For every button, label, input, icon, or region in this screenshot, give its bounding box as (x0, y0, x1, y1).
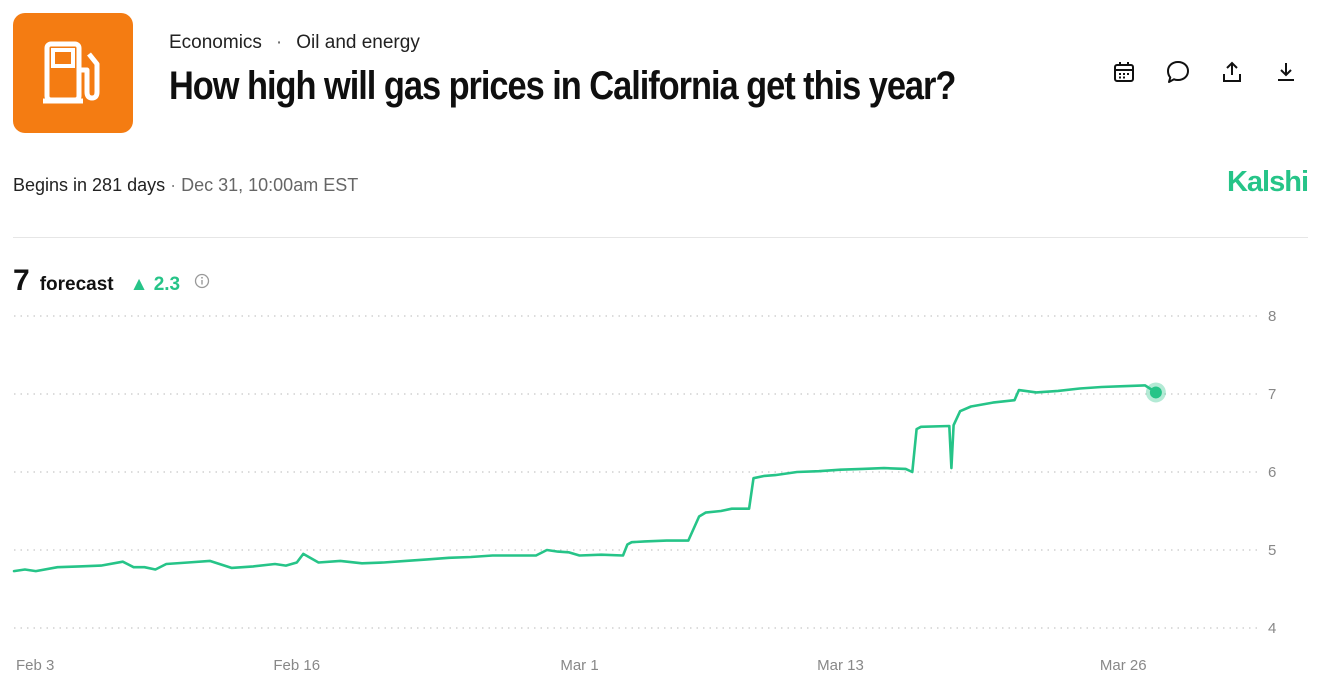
forecast-summary: 7 forecast ▲ 2.3 (13, 264, 210, 298)
forecast-change: ▲ 2.3 (129, 274, 181, 295)
series-line (12, 384, 1158, 573)
x-tick-label: Mar 13 (817, 657, 864, 674)
schedule-date: Dec 31, 10:00am EST (181, 175, 359, 195)
download-icon (1278, 63, 1294, 81)
forecast-value: 7 (13, 264, 30, 297)
share-button[interactable] (1218, 58, 1246, 86)
breadcrumb-separator: · (275, 32, 283, 53)
x-tick-label: Feb 16 (273, 657, 320, 674)
y-tick-label: 8 (1268, 308, 1276, 325)
comment-icon (1167, 61, 1189, 83)
y-tick-label: 6 (1268, 464, 1276, 481)
x-tick-label: Feb 3 (16, 657, 54, 674)
comment-button[interactable] (1164, 58, 1192, 86)
breadcrumb-category[interactable]: Economics (169, 32, 262, 53)
calendar-icon (1114, 62, 1134, 82)
page-title: How high will gas prices in California g… (169, 64, 956, 108)
forecast-label: forecast (39, 274, 114, 295)
breadcrumb: Economics · Oil and energy (169, 32, 420, 54)
y-tick-label: 7 (1268, 386, 1276, 403)
calendar-button[interactable] (1110, 58, 1138, 86)
y-tick-label: 5 (1268, 542, 1276, 559)
schedule-info: Begins in 281 days · Dec 31, 10:00am EST (13, 175, 358, 196)
current-point (1149, 386, 1162, 399)
info-icon[interactable] (194, 273, 210, 289)
share-icon (1223, 61, 1241, 82)
breadcrumb-subcategory[interactable]: Oil and energy (296, 32, 420, 53)
action-toolbar (1110, 58, 1300, 86)
schedule-dot: · (170, 175, 177, 195)
begins-text: Begins in 281 days (13, 175, 166, 195)
y-tick-label: 4 (1268, 620, 1276, 637)
x-tick-label: Mar 1 (560, 657, 598, 674)
gas-pump-logo (13, 13, 133, 133)
brand-logo[interactable]: Kalshi (1226, 166, 1309, 198)
forecast-chart: 4 5 6 7 8 Feb 3 Feb 16 Mar 1 Mar 13 Mar 26 (12, 308, 1276, 674)
x-tick-label: Mar 26 (1100, 657, 1147, 674)
download-button[interactable] (1272, 58, 1300, 86)
divider (13, 237, 1308, 238)
gas-pump-icon (43, 41, 100, 104)
